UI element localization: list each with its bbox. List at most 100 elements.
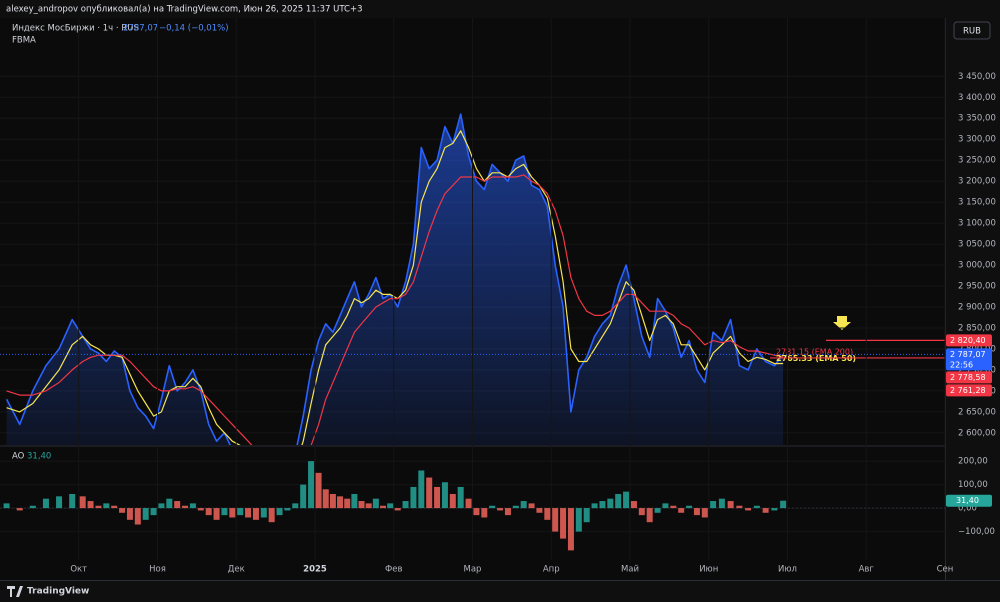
ao-bar bbox=[29, 505, 36, 509]
y-tick-label: 100,00 bbox=[958, 480, 988, 490]
ao-bar bbox=[16, 508, 23, 511]
ao-bar bbox=[520, 501, 527, 509]
ao-bar bbox=[182, 505, 189, 509]
x-tick-label: Окт bbox=[70, 565, 87, 575]
ao-bar bbox=[615, 493, 622, 509]
ao-bar bbox=[662, 503, 669, 509]
ao-value-label: 31,40 bbox=[956, 496, 979, 505]
ao-bar bbox=[158, 503, 165, 509]
ao-bar bbox=[174, 501, 181, 509]
ao-bar bbox=[489, 505, 496, 509]
ao-bar bbox=[387, 503, 394, 509]
price-marker-box bbox=[946, 384, 992, 397]
y-tick-label: 2 650,00 bbox=[958, 407, 996, 417]
ao-bar bbox=[252, 508, 259, 520]
ao-bar bbox=[473, 508, 480, 516]
ao-bar bbox=[142, 508, 149, 520]
indicator-title: FBMA bbox=[12, 36, 36, 46]
ao-bar bbox=[481, 508, 488, 518]
x-tick-label: Июл bbox=[778, 565, 797, 575]
x-tick-label: Мар bbox=[464, 565, 482, 575]
ao-legend-name: AO bbox=[12, 452, 25, 462]
ao-bar bbox=[771, 508, 778, 511]
ao-bar bbox=[623, 491, 630, 509]
x-tick-label: Авг bbox=[859, 565, 875, 575]
ao-bar bbox=[245, 508, 252, 518]
price-marker-label: 2 761,28 bbox=[950, 386, 986, 395]
y-tick-label: 200,00 bbox=[958, 457, 988, 467]
ao-value-box bbox=[946, 494, 992, 507]
ao-bar bbox=[150, 508, 157, 516]
ao-bar bbox=[441, 482, 448, 509]
y-tick-label: 3 350,00 bbox=[958, 114, 996, 124]
price-marker-box bbox=[946, 371, 992, 384]
ao-bar bbox=[237, 508, 244, 516]
currency-button[interactable]: RUB bbox=[953, 21, 991, 40]
price-marker-label: 2 787,07 bbox=[950, 350, 986, 359]
price-marker-label: 2 820,40 bbox=[950, 336, 986, 345]
ao-bar bbox=[166, 498, 173, 509]
ao-bar bbox=[465, 498, 472, 509]
ao-bar bbox=[337, 496, 344, 509]
ao-bar bbox=[646, 508, 653, 523]
price-marker-box bbox=[946, 348, 992, 371]
ao-bar bbox=[221, 508, 228, 516]
ao-bar bbox=[686, 505, 693, 509]
brand-logo bbox=[7, 586, 23, 597]
ao-bar bbox=[426, 477, 433, 509]
ao-bar bbox=[329, 493, 336, 509]
ao-bar bbox=[701, 508, 708, 518]
x-tick-label: Фев bbox=[385, 565, 403, 575]
ao-bar bbox=[607, 498, 614, 509]
ao-bar bbox=[276, 508, 283, 516]
currency-box bbox=[953, 21, 991, 40]
ao-bar bbox=[449, 493, 456, 509]
ao-bar bbox=[126, 508, 133, 520]
ao-bar bbox=[678, 508, 685, 513]
ao-bar bbox=[87, 501, 94, 509]
y-tick-label: 3 450,00 bbox=[958, 72, 996, 82]
y-tick-label: 3 050,00 bbox=[958, 240, 996, 250]
ao-bar bbox=[718, 498, 725, 509]
ao-bar bbox=[300, 484, 307, 509]
ao-bar bbox=[351, 493, 358, 509]
ao-bar bbox=[315, 472, 322, 509]
y-tick-label: 2 850,00 bbox=[958, 323, 996, 333]
ao-bar bbox=[197, 508, 204, 511]
ema-line bbox=[6, 130, 784, 445]
y-tick-label: 2 750,00 bbox=[958, 365, 996, 375]
publisher: alexey_andropov опубликовал(а) на Tradin… bbox=[6, 5, 362, 15]
ao-bar bbox=[344, 498, 351, 509]
price-area bbox=[6, 114, 784, 445]
ao-bar bbox=[111, 505, 118, 509]
x-tick-label: Июн bbox=[699, 565, 718, 575]
ao-bar bbox=[268, 508, 275, 523]
ao-bar bbox=[95, 505, 102, 509]
symbol-title: Индекс МосБиржи · 1ч · RUS bbox=[12, 24, 139, 34]
y-tick-label: 2 900,00 bbox=[958, 303, 996, 313]
ao-bar bbox=[213, 508, 220, 520]
price-plot bbox=[5, 113, 784, 445]
ao-bar bbox=[512, 505, 519, 509]
ao-bar bbox=[260, 508, 267, 518]
ao-bar bbox=[402, 501, 409, 509]
ao-bar bbox=[567, 508, 574, 551]
y-tick-label: 3 300,00 bbox=[958, 135, 996, 145]
ao-bar bbox=[528, 503, 535, 509]
ao-bar bbox=[229, 508, 236, 518]
ao-bar bbox=[394, 508, 401, 511]
y-tick-label: 3 100,00 bbox=[958, 219, 996, 229]
y-tick-label: 0,00 bbox=[958, 504, 977, 514]
ao-bar bbox=[205, 508, 212, 516]
legend-price: 2787,07 bbox=[123, 24, 158, 34]
ao-bar bbox=[544, 508, 551, 520]
x-tick-label: Сен bbox=[937, 565, 954, 575]
ao-bar bbox=[536, 508, 543, 513]
ema-value-label: 2781.15 (EMA 200) bbox=[776, 347, 853, 356]
brand[interactable]: TradingView bbox=[7, 586, 89, 597]
ao-bar bbox=[56, 496, 63, 509]
ao-bar bbox=[670, 505, 677, 509]
ao-bar bbox=[575, 508, 582, 532]
ao-bar bbox=[134, 508, 141, 525]
